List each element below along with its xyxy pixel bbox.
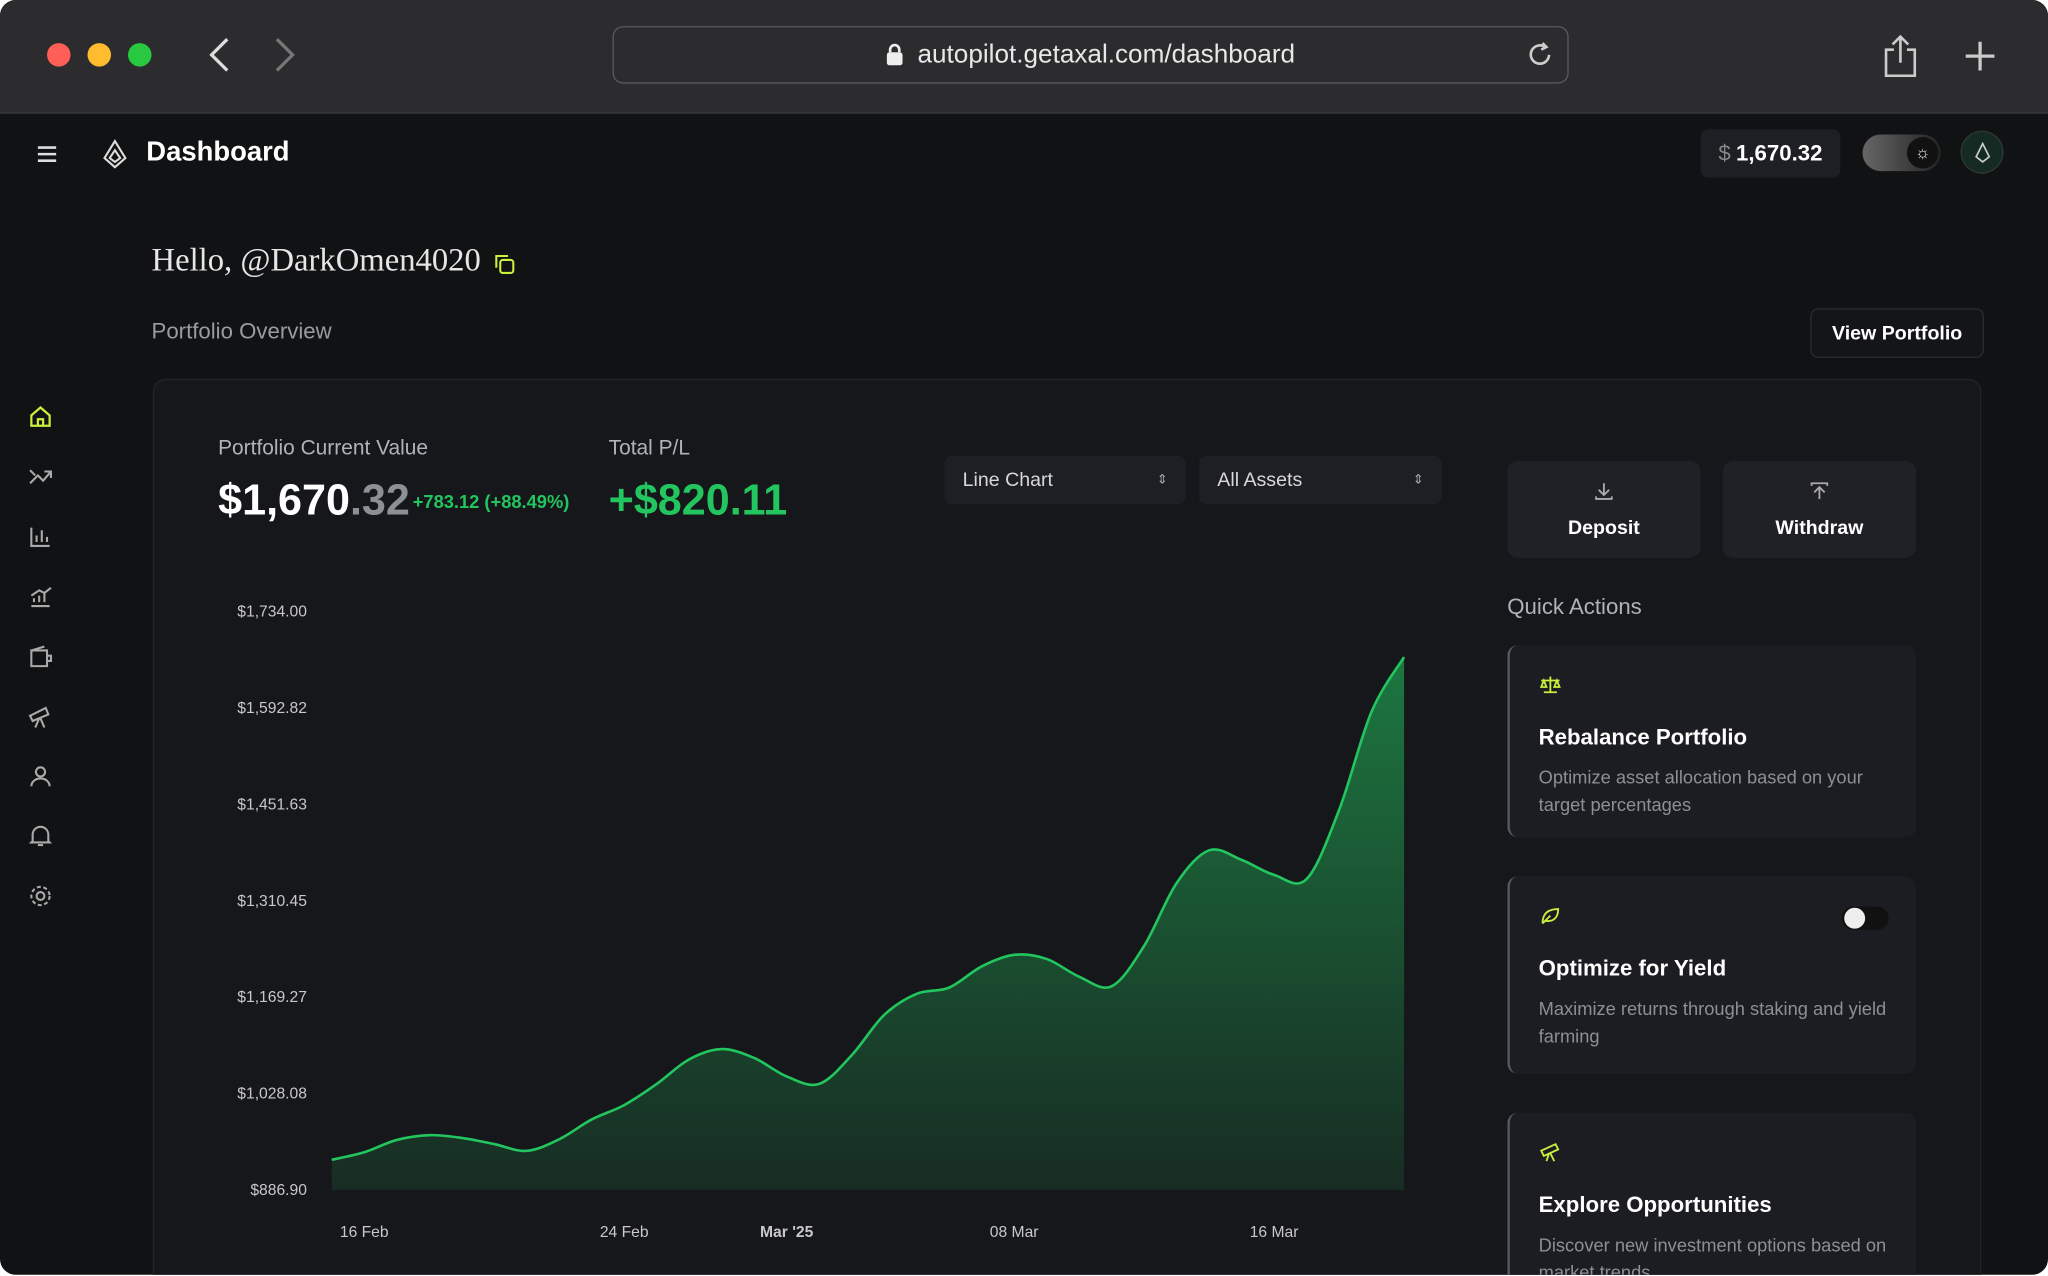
chart-type-select[interactable]: Line Chart ⇕ [944, 455, 1186, 505]
home-icon[interactable] [27, 404, 53, 430]
withdraw-button[interactable]: Withdraw [1722, 461, 1917, 558]
trend-icon[interactable] [27, 464, 53, 490]
y-tick-label: $1,451.63 [237, 796, 307, 813]
reload-icon[interactable] [1526, 40, 1555, 69]
y-tick-label: $1,169.27 [237, 989, 307, 1006]
x-tick-label: 24 Feb [600, 1224, 649, 1241]
select-label: All Assets [1217, 468, 1303, 492]
value-cents: .32 [349, 475, 410, 524]
section-title: Portfolio Overview [151, 318, 332, 344]
address-bar[interactable]: autopilot.getaxal.com/dashboard [612, 26, 1569, 84]
close-button[interactable] [47, 43, 71, 67]
currency: $ [1718, 140, 1731, 166]
pl-label: Total P/L [608, 437, 690, 460]
theme-toggle[interactable]: ☼ [1862, 134, 1941, 172]
x-tick-label: 08 Mar [990, 1224, 1039, 1241]
value-whole: $1,670 [218, 475, 350, 524]
x-tick-label: Mar '25 [760, 1224, 814, 1241]
page-title: Dashboard [146, 137, 290, 168]
quick-action-card[interactable]: Rebalance Portfolio Optimize asset alloc… [1507, 645, 1917, 838]
card-description: Discover new investment options based on… [1538, 1234, 1887, 1275]
card-description: Optimize asset allocation based on your … [1538, 766, 1863, 816]
quick-action-card[interactable]: Explore Opportunities Discover new inves… [1507, 1112, 1917, 1275]
wallet-icon[interactable] [27, 644, 53, 670]
quick-actions-title: Quick Actions [1507, 594, 1642, 620]
telescope-icon[interactable] [27, 704, 53, 730]
value-change: +783.12 (+88.49%) [412, 491, 570, 512]
y-tick-label: $886.90 [250, 1182, 307, 1199]
share-icon[interactable] [1881, 34, 1920, 78]
menu-icon[interactable] [35, 144, 59, 165]
current-value-label: Portfolio Current Value [218, 437, 428, 460]
y-tick-label: $1,310.45 [237, 893, 307, 910]
assets-select[interactable]: All Assets ⇕ [1199, 455, 1442, 505]
view-portfolio-button[interactable]: View Portfolio [1810, 308, 1984, 358]
y-tick-label: $1,734.00 [237, 603, 307, 620]
card-description: Maximize returns through staking and yie… [1538, 997, 1887, 1047]
area-fill [331, 657, 1405, 1190]
current-value: $1,670.32 [218, 475, 410, 525]
bell-icon[interactable] [27, 823, 53, 849]
url: autopilot.getaxal.com/dashboard [917, 39, 1296, 69]
x-tick-label: 16 Feb [340, 1224, 389, 1241]
telescope-icon [1539, 1142, 1560, 1162]
balance: 1,670.32 [1736, 140, 1823, 166]
leaf-icon [1541, 908, 1560, 925]
analytics-icon[interactable] [27, 584, 53, 610]
line [331, 656, 1406, 1162]
card-title: Optimize for Yield [1538, 956, 1727, 981]
y-tick-label: $1,028.08 [237, 1086, 307, 1103]
quick-action-card[interactable]: Optimize for Yield Maximize returns thro… [1507, 876, 1917, 1074]
select-label: Line Chart [962, 468, 1054, 492]
y-tick-label: $1,592.82 [237, 700, 307, 717]
scale-icon [1539, 676, 1561, 694]
copy-icon[interactable] [492, 252, 516, 276]
card-title: Rebalance Portfolio [1538, 724, 1748, 750]
browser-bar: autopilot.getaxal.com/dashboard [0, 0, 2048, 114]
button-label: Deposit [1567, 516, 1640, 539]
nav-arrows[interactable] [206, 37, 297, 76]
deposit-button[interactable]: Deposit [1507, 461, 1701, 558]
x-tick-label: 16 Mar [1250, 1224, 1299, 1241]
settings-icon[interactable] [27, 883, 53, 909]
button-label: Withdraw [1775, 516, 1864, 539]
greeting: Hello, @DarkOmen4020 [151, 242, 481, 279]
balance-pill: $1,670.32 [1700, 129, 1841, 178]
new-tab-icon[interactable] [1963, 39, 1997, 73]
yield-toggle[interactable] [1841, 906, 1889, 930]
avatar[interactable] [1960, 130, 2004, 174]
pl-value: +$820.11 [608, 475, 788, 524]
user-icon[interactable] [27, 763, 53, 789]
card-title: Explore Opportunities [1538, 1192, 1772, 1218]
logo [103, 139, 127, 169]
bars-icon[interactable] [27, 524, 53, 550]
maximize-button[interactable] [127, 43, 152, 67]
minimize-button[interactable] [87, 43, 112, 67]
lock-icon [887, 43, 904, 66]
